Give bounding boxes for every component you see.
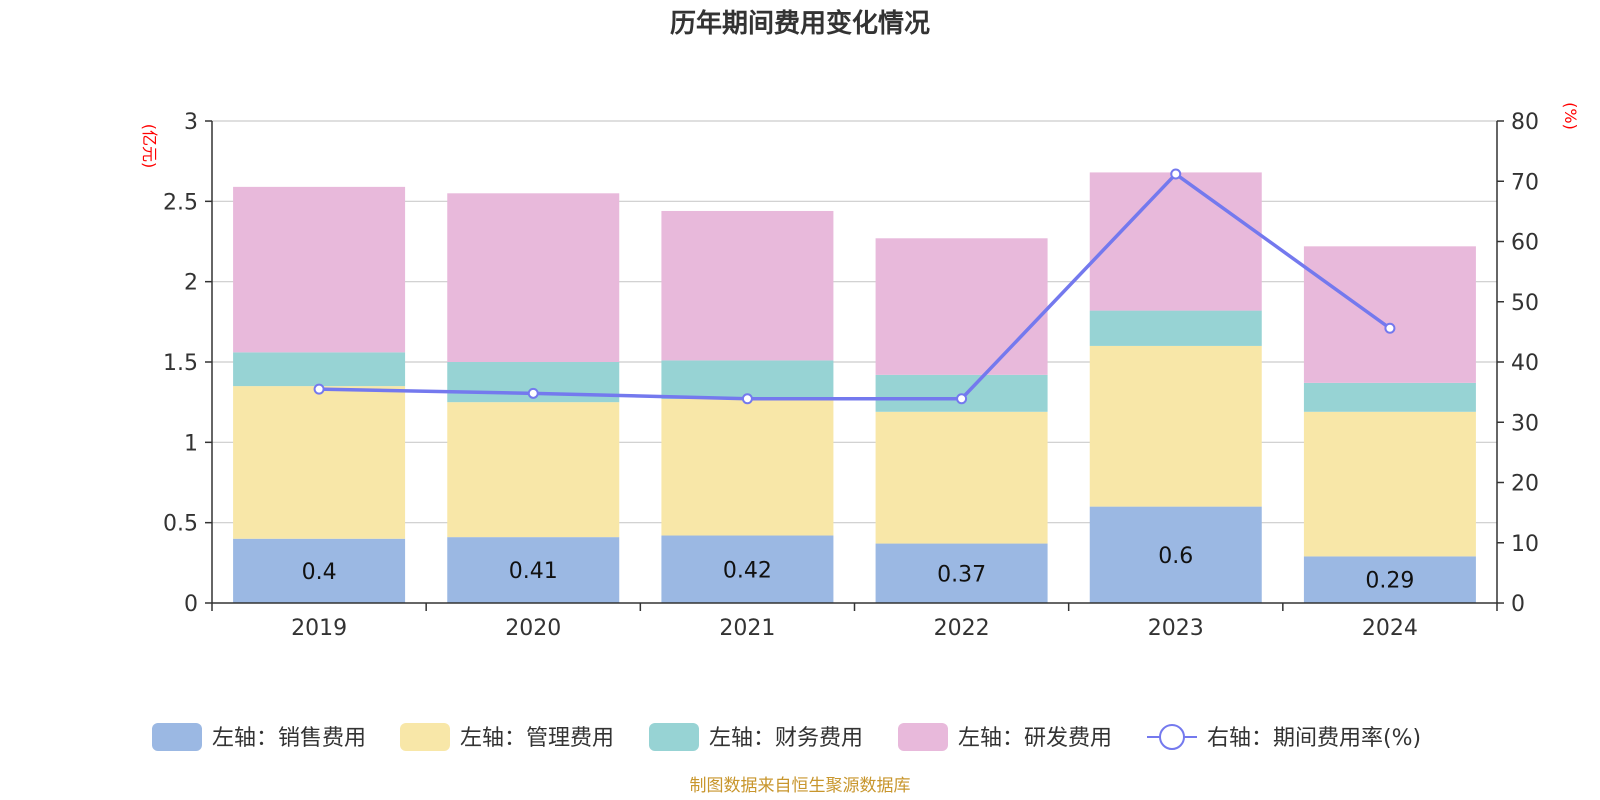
bar-4-2020 [447,193,620,362]
right-tick-label: 10 [1511,532,1539,557]
bar-4-2024 [1303,246,1476,383]
bar-1-2020 [447,537,620,603]
chart-title: 历年期间费用变化情况 [670,8,930,39]
right-tick-label: 50 [1511,291,1539,316]
line-point-2023 [1170,168,1182,180]
right-tick-label: 0 [1511,592,1525,617]
x-tick-label: 2019 [291,616,347,641]
grid-lines [212,120,1497,524]
bar-1-2021 [661,535,834,603]
bar-3-2019 [233,352,406,387]
bar-1-2023 [1089,506,1262,603]
right-tick-label: 40 [1511,351,1539,376]
bar-2-2020 [447,402,620,538]
left-tick-label: 2 [184,271,198,296]
line-point-2024 [1384,322,1396,334]
bar-label: 0.37 [937,562,986,587]
legend: 左轴：销售费用 左轴：管理费用 左轴：财务费用 左轴：研发费用 右轴：期间费用率(%) [152,723,1421,751]
bar-2-2022 [875,411,1048,544]
left-tick-label: 3 [184,110,198,135]
legend-swatch-1 [152,723,202,751]
bar-label: 0.6 [1158,544,1193,569]
x-tick-label: 2023 [1148,616,1204,641]
source-note: 制图数据来自恒生聚源数据库 [690,776,911,796]
legend-label-4: 左轴：研发费用 [958,726,1112,751]
right-tick-label: 20 [1511,472,1539,497]
x-tick-label: 2022 [934,616,990,641]
right-tick-label: 60 [1511,231,1539,256]
legend-swatch-4 [898,723,948,751]
line-point-2020 [527,387,539,399]
bar-4-2019 [233,186,406,353]
x-tick-label: 2021 [719,616,775,641]
bar-3-2021 [661,360,834,399]
bar-4-2021 [661,210,834,361]
bar-2-2024 [1303,411,1476,557]
bar-2-2019 [233,386,406,539]
bar-label: 0.41 [509,559,558,584]
right-tick-label: 70 [1511,170,1539,195]
legend-swatch-2 [400,723,450,751]
legend-label-1: 左轴：销售费用 [212,726,366,751]
bar-2-2023 [1089,345,1262,507]
bar-series [233,172,1476,603]
bar-2-2021 [661,398,834,536]
line-point-2022 [956,393,968,405]
bar-label: 0.4 [302,560,337,585]
bar-label: 0.42 [723,558,772,583]
bar-labels: 0.4 0.41 0.42 0.37 0.6 0.29 [302,544,1415,594]
bar-1-2019 [233,538,406,603]
x-tick-label: 2020 [505,616,561,641]
bar-3-2024 [1303,382,1476,412]
right-axis-unit: (%) [1561,102,1580,130]
left-axis-unit: (亿元) [140,124,159,169]
legend-label-2: 左轴：管理费用 [460,726,614,751]
line-series [313,168,1396,405]
legend-label-3: 左轴：财务费用 [709,726,863,751]
legend-swatch-3 [649,723,699,751]
bar-1-2024 [1303,556,1476,603]
bar-label: 0.29 [1365,569,1414,594]
bar-4-2022 [875,238,1048,375]
line-point-2019 [313,383,325,395]
left-tick-label: 2.5 [163,190,198,215]
right-tick-label: 80 [1511,110,1539,135]
left-tick-label: 1.5 [163,351,198,376]
x-tick-label: 2024 [1362,616,1418,641]
line-rate-path [319,171,1391,401]
right-tick-label: 30 [1511,411,1539,436]
legend-line-marker [1159,724,1185,750]
left-tick-label: 0 [184,592,198,617]
bar-3-2023 [1089,310,1262,346]
left-tick-label: 0.5 [163,512,198,537]
line-point-2021 [741,393,753,405]
left-tick-label: 1 [184,431,198,456]
bar-1-2022 [875,543,1048,603]
legend-label-5: 右轴：期间费用率(%) [1207,726,1421,751]
bar-4-2023 [1089,172,1262,311]
